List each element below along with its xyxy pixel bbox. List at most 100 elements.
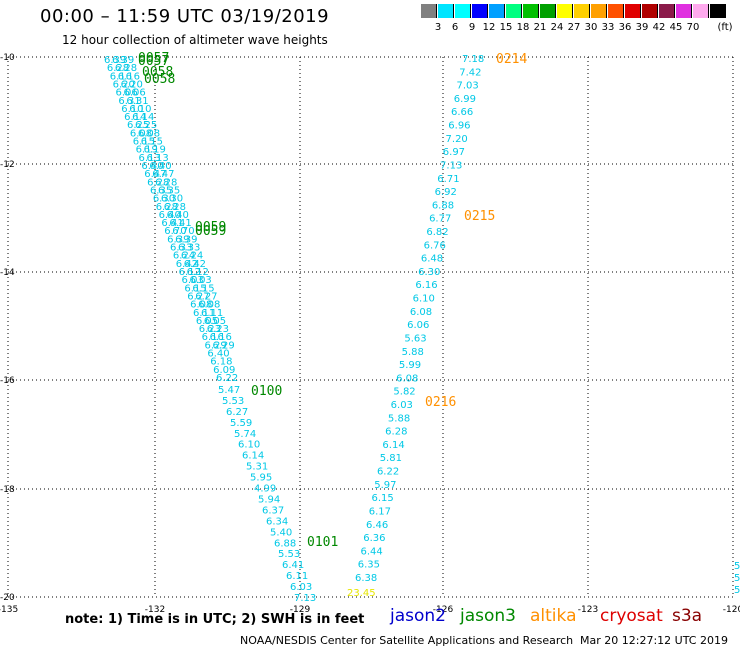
swh-value: 5.82 bbox=[393, 387, 415, 398]
swh-value: 5.88 bbox=[388, 413, 410, 424]
swh-value: 6.08 bbox=[396, 373, 418, 384]
swh-value: 6.20 bbox=[121, 79, 143, 90]
swh-value: 5.99 bbox=[399, 360, 421, 371]
swh-value-edge: 5. bbox=[734, 561, 740, 572]
swh-value: 5.59 bbox=[230, 418, 252, 429]
wave-height-labels: 6.396.286.166.206.066.316.106.146.256.08… bbox=[104, 54, 740, 604]
mission-altika: altika bbox=[530, 606, 577, 626]
colorbar-label: 70 bbox=[686, 22, 700, 33]
jason3-time-label: 0057 bbox=[138, 51, 169, 66]
altika-time-label: 0216 bbox=[425, 395, 456, 410]
altika-time-label: 0214 bbox=[496, 52, 527, 67]
swh-value: 6.08 bbox=[130, 128, 152, 139]
swh-value: 6.10 bbox=[238, 440, 260, 451]
swh-value: 7.13 bbox=[440, 160, 462, 171]
swh-value: 6.88 bbox=[274, 538, 296, 549]
jason3-time-label: 0057 bbox=[138, 54, 169, 69]
swh-value: 6.27 bbox=[226, 407, 248, 418]
swh-value: 6.47 bbox=[152, 169, 174, 180]
swh-value: 6.13 bbox=[138, 153, 160, 164]
swh-value: 6.29 bbox=[205, 340, 227, 351]
swh-value: 6.88 bbox=[432, 200, 454, 211]
swh-value: 6.23 bbox=[207, 324, 229, 335]
swh-value: 6.37 bbox=[262, 505, 284, 516]
swh-value: 6.38 bbox=[355, 573, 377, 584]
swh-value: 6.28 bbox=[115, 63, 137, 74]
swh-value: 6.15 bbox=[184, 283, 206, 294]
colorbar-swatch bbox=[710, 4, 726, 18]
mission-jason3: jason3 bbox=[460, 606, 516, 626]
latitude-tick-label: -14 bbox=[0, 268, 15, 278]
swh-value: 6.15 bbox=[192, 283, 214, 294]
latitude-tick-label: -16 bbox=[0, 376, 15, 386]
jason3-time-label: 0058 bbox=[144, 72, 175, 87]
colorbar-label: 12 bbox=[482, 22, 496, 33]
swh-value: 5.53 bbox=[278, 549, 300, 560]
longitude-tick-label: -120 bbox=[723, 605, 740, 615]
swh-value: 6.19 bbox=[136, 145, 158, 156]
swh-value: 5.94 bbox=[258, 494, 280, 505]
swh-value: 6.42 bbox=[184, 259, 206, 270]
swh-value: 6.10 bbox=[129, 104, 151, 115]
colorbar-swatch bbox=[625, 4, 641, 18]
swh-value: 6.19 bbox=[144, 145, 166, 156]
swh-value: 6.47 bbox=[144, 169, 166, 180]
map-grid bbox=[7, 56, 734, 598]
swh-value: 6.08 bbox=[410, 307, 432, 318]
swh-value: 7.18 bbox=[462, 54, 484, 65]
colorbar-swatch bbox=[693, 4, 709, 18]
swh-value: 6.16 bbox=[118, 71, 140, 82]
swh-value: 6.12 bbox=[179, 267, 201, 278]
swh-value: 6.16 bbox=[210, 332, 232, 343]
colorbar-label: 45 bbox=[669, 22, 683, 33]
mission-jason2: jason2 bbox=[390, 606, 446, 626]
latitude-tick-label: -12 bbox=[0, 160, 15, 170]
jason3-time-label: 0059 bbox=[195, 224, 226, 239]
swh-value: 6.44 bbox=[360, 546, 382, 557]
swh-value: 6.33 bbox=[178, 243, 200, 254]
swh-value: 6.06 bbox=[123, 88, 145, 99]
mission-cryosat: cryosat bbox=[600, 606, 663, 626]
swh-value: 6.25 bbox=[127, 120, 149, 131]
swh-value: 5.31 bbox=[246, 462, 268, 473]
swh-value: 6.39 bbox=[167, 234, 189, 245]
swh-value: 6.82 bbox=[426, 227, 448, 238]
footnote: note: 1) Time is in UTC; 2) SWH is in fe… bbox=[65, 612, 365, 627]
swh-value: 6.08 bbox=[138, 128, 160, 139]
swh-value: 6.39 bbox=[175, 234, 197, 245]
swh-value: 6.40 bbox=[141, 161, 163, 172]
swh-value: 6.28 bbox=[156, 202, 178, 213]
map-title: 00:00 – 11:59 UTC 03/19/2019 bbox=[40, 6, 330, 27]
swh-value: 6.03 bbox=[182, 275, 204, 286]
swh-value: 6.03 bbox=[290, 582, 312, 593]
swh-value: 5.40 bbox=[270, 527, 292, 538]
swh-value: 6.09 bbox=[213, 365, 235, 376]
swh-value: 6.40 bbox=[149, 161, 171, 172]
swh-value: 6.41 bbox=[169, 218, 191, 229]
colorbar-label: 27 bbox=[567, 22, 581, 33]
latitude-tick-label: -20 bbox=[0, 593, 15, 603]
swh-value: 5.47 bbox=[218, 385, 240, 396]
swh-value: 5.95 bbox=[250, 473, 272, 484]
map-subtitle: 12 hour collection of altimeter wave hei… bbox=[62, 33, 328, 47]
swh-value: 6.05 bbox=[196, 316, 218, 327]
swh-value-edge: 5. bbox=[734, 585, 740, 596]
swh-value: 6.14 bbox=[124, 112, 146, 123]
swh-value: 6.34 bbox=[266, 516, 288, 527]
pass-time-labels: 0057005700580058005900590100010102140215… bbox=[138, 51, 527, 550]
colorbar-swatch bbox=[608, 4, 624, 18]
colorbar-swatch bbox=[540, 4, 556, 18]
altika-time-label: 0215 bbox=[464, 209, 495, 224]
swh-value: 6.92 bbox=[435, 187, 457, 198]
longitude-tick-label: -129 bbox=[290, 605, 311, 615]
swh-value: 6.39 bbox=[104, 55, 126, 66]
colorbar-label: 21 bbox=[533, 22, 547, 33]
swh-value: 5.97 bbox=[374, 480, 396, 491]
swh-value: 6.03 bbox=[391, 400, 413, 411]
colorbar-swatch bbox=[642, 4, 658, 18]
swh-value: 6.70 bbox=[164, 226, 186, 237]
colorbar-swatch bbox=[506, 4, 522, 18]
colorbar-label: 36 bbox=[618, 22, 632, 33]
swh-value: 6.08 bbox=[190, 300, 212, 311]
jason3-time-label: 0058 bbox=[142, 65, 173, 80]
